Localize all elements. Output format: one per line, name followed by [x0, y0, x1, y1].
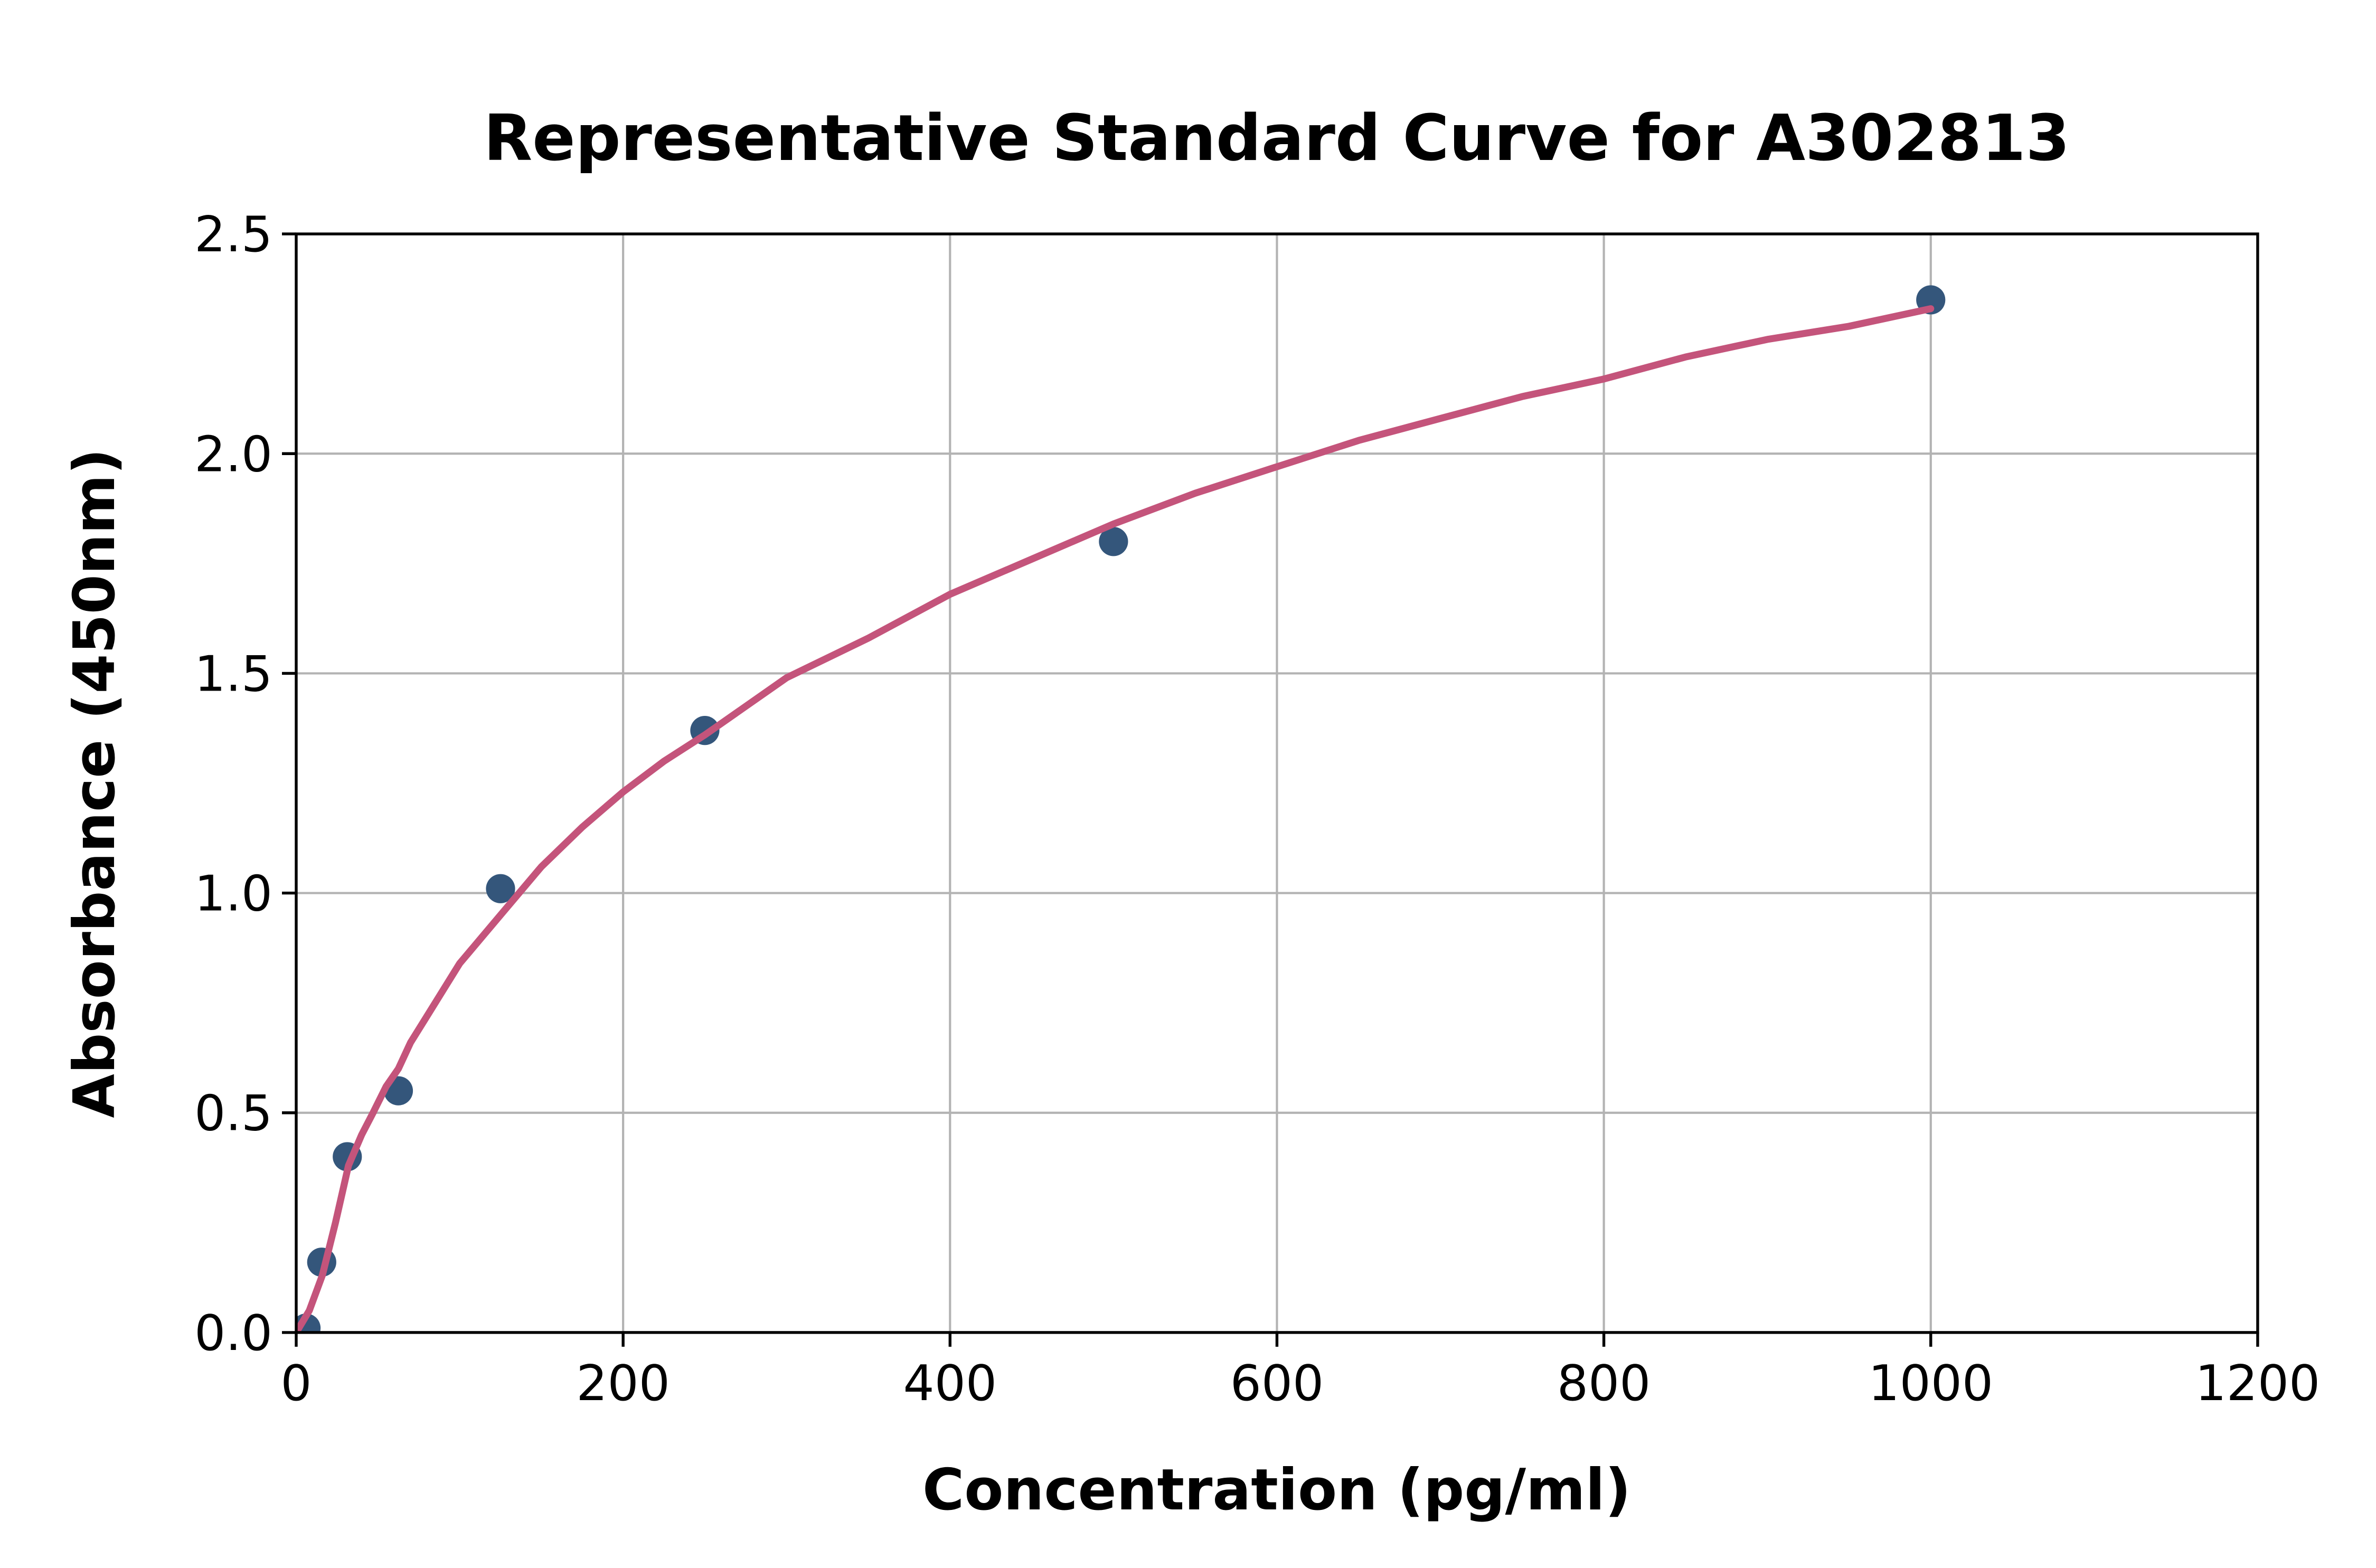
x-tick-label: 400: [903, 1355, 997, 1412]
x-tick-label: 1000: [1868, 1355, 1993, 1412]
x-tick-label: 0: [280, 1355, 312, 1412]
chart-title: Representative Standard Curve for A30281…: [484, 102, 2070, 175]
data-point: [1099, 527, 1128, 556]
y-tick-label: 2.5: [194, 206, 272, 263]
x-tick-label: 200: [576, 1355, 670, 1412]
tick-labels: 0 200 400 600 800 1000 1200 0.0 0.5 1.0 1.5 2.0 2.5: [194, 206, 2320, 1412]
axis-ticks: [282, 232, 2259, 1347]
gridlines: [296, 234, 2258, 1333]
y-tick-label: 0.5: [194, 1085, 272, 1142]
data-point: [486, 874, 515, 903]
y-axis-label: Absorbance (450nm): [62, 448, 128, 1118]
fit-curve-layer: [296, 305, 1935, 1333]
fit-curve: [296, 305, 1935, 1333]
y-tick-label: 1.0: [194, 865, 272, 922]
x-axis-label: Concentration (pg/ml): [922, 1457, 1631, 1523]
y-tick-label: 2.0: [194, 426, 272, 483]
y-tick-label: 1.5: [194, 645, 272, 702]
x-tick-label: 1200: [2195, 1355, 2321, 1412]
y-tick-label: 0.0: [194, 1305, 272, 1362]
x-tick-label: 600: [1230, 1355, 1324, 1412]
x-tick-label: 800: [1557, 1355, 1651, 1412]
